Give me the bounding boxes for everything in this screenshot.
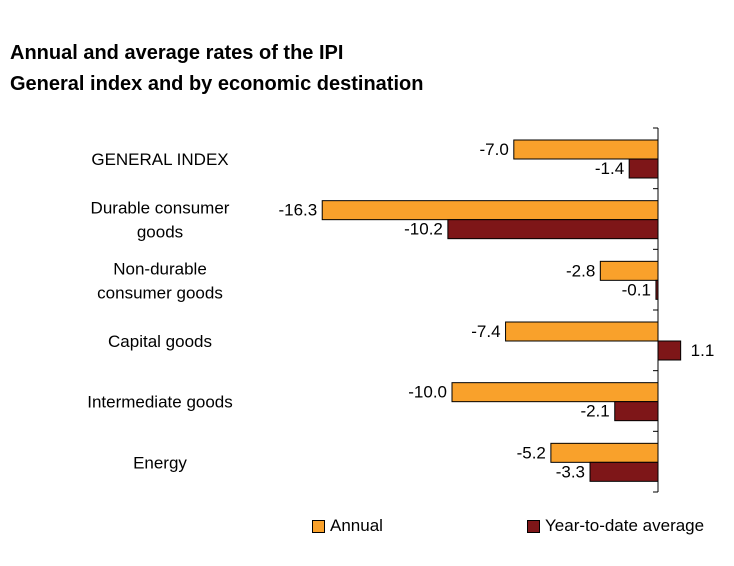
value-label-ytd-0: -1.4 [595,159,624,178]
chart-title-block: Annual and average rates of the IPI Gene… [10,38,423,100]
value-label-annual-0: -7.0 [480,140,509,159]
bar-annual-4 [451,382,659,403]
bar-annual-0 [513,139,659,160]
bar-ytd-4 [614,401,659,422]
value-label-ytd-5: -3.3 [556,462,585,481]
value-label-ytd-4: -2.1 [580,402,609,421]
bar-ytd-1 [447,219,659,240]
value-label-annual-2: -2.8 [566,261,595,280]
value-label-annual-4: -10.0 [408,383,447,402]
bar-annual-1 [321,200,659,221]
bar-annual-2 [599,260,659,281]
value-label-annual-1: -16.3 [278,201,317,220]
category-label-1-1: goods [137,223,183,242]
legend-item-annual: Annual [312,516,383,536]
value-label-annual-3: -7.4 [471,322,500,341]
value-label-ytd-3: 1.1 [691,341,715,360]
value-label-ytd-2: -0.1 [622,280,651,299]
bar-annual-3 [505,321,659,342]
value-label-annual-5: -5.2 [517,443,546,462]
legend-item-ytd: Year-to-date average [527,516,704,536]
legend-label-annual: Annual [330,516,383,535]
bar-ytd-3 [657,340,682,361]
category-label-1-0: Durable consumer [91,199,230,218]
legend-swatch-ytd [527,519,540,533]
category-label-2-0: Non-durable [113,259,207,278]
category-label-0-0: GENERAL INDEX [91,150,228,169]
bar-ytd-5 [589,461,659,482]
legend-label-ytd: Year-to-date average [545,516,705,535]
category-label-3-0: Capital goods [108,332,212,351]
category-label-4-0: Intermediate goods [87,393,233,412]
bar-ytd-0 [628,158,659,179]
chart-title: Annual and average rates of the IPI [10,42,344,64]
value-label-ytd-1: -10.2 [404,220,443,239]
chart-subtitle: General index and by economic destinatio… [10,73,424,95]
category-label-2-1: consumer goods [97,283,223,302]
bar-annual-5 [550,442,659,463]
legend-swatch-annual [312,519,325,533]
category-label-5-0: Energy [133,453,187,472]
